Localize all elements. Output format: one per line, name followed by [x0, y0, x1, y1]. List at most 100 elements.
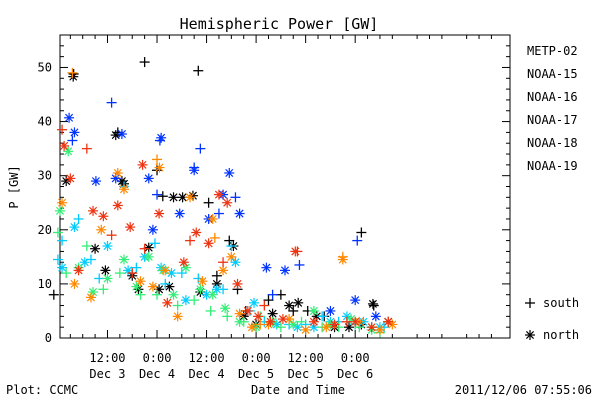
noaa-16-south-point — [317, 311, 328, 322]
noaa-17-south-point — [98, 284, 109, 295]
noaa-18-north-point — [112, 167, 123, 178]
noaa-19-north-point — [191, 227, 202, 238]
noaa-19-south-point — [259, 300, 270, 311]
x-tick-date: Dec 5 — [288, 367, 324, 381]
noaa-19-north-point — [162, 297, 173, 308]
noaa-19-south-point — [57, 124, 68, 135]
y-axis-label: P [GW] — [7, 165, 21, 208]
noaa-16-south-point — [193, 273, 204, 284]
metp-02-north-point — [187, 190, 198, 201]
noaa-16-south-point — [160, 278, 171, 289]
noaa-19-north-point — [59, 140, 70, 151]
noaa-19-north-point — [265, 316, 276, 327]
noaa-18-north-point — [234, 308, 245, 319]
noaa-16-north-point — [230, 257, 241, 268]
noaa-17-south-point — [61, 268, 72, 279]
noaa-15-south-point — [352, 235, 363, 246]
x-tick-time: 0:00 — [341, 351, 370, 365]
x-tick-date: Dec 6 — [337, 367, 373, 381]
noaa-18-south-point — [67, 67, 78, 78]
noaa-16-south-point — [57, 235, 68, 246]
noaa-19-north-point — [350, 316, 361, 327]
noaa-15-south-point — [213, 208, 224, 219]
legend-entry: METP-02 — [527, 44, 578, 58]
legend-south-marker — [525, 298, 535, 308]
noaa-18-south-point — [209, 232, 220, 243]
noaa-17-south-point — [189, 295, 200, 306]
metp-02-north-point — [367, 298, 378, 309]
noaa-19-south-point — [127, 268, 138, 279]
legend-north-marker — [525, 330, 535, 340]
y-tick-label: 0 — [45, 331, 52, 345]
noaa-19-north-point — [383, 316, 394, 327]
noaa-19-north-point — [125, 222, 136, 233]
noaa-15-south-point — [106, 97, 117, 108]
noaa-15-north-point — [234, 208, 245, 219]
noaa-19-south-point — [106, 230, 117, 241]
noaa-19-north-point — [73, 265, 84, 276]
noaa-17-south-point — [333, 322, 344, 333]
noaa-17-north-point — [131, 281, 142, 292]
noaa-17-south-point — [114, 268, 125, 279]
noaa-15-north-point — [325, 305, 336, 316]
noaa-19-north-point — [232, 278, 243, 289]
noaa-17-north-point — [63, 146, 74, 157]
noaa-18-north-point — [96, 224, 107, 235]
noaa-15-south-point — [294, 259, 305, 270]
noaa-19-north-point — [222, 197, 233, 208]
timestamp: 2011/12/06 07:55:06 — [455, 383, 592, 397]
metp-02-south-point — [288, 305, 299, 316]
metp-02-south-point — [356, 227, 367, 238]
noaa-19-north-point — [308, 316, 319, 327]
noaa-19-north-point — [277, 314, 288, 325]
noaa-15-north-point — [143, 173, 154, 184]
noaa-18-north-point — [57, 197, 68, 208]
noaa-15-south-point — [267, 289, 278, 300]
noaa-17-south-point — [152, 289, 163, 300]
noaa-17-north-point — [55, 205, 65, 216]
noaa-18-north-point — [160, 265, 171, 276]
data-points — [48, 57, 398, 338]
legend-marker-label: north — [543, 328, 579, 342]
x-tick-time: 0:00 — [242, 351, 271, 365]
noaa-18-north-point — [337, 254, 348, 265]
noaa-16-north-point — [102, 241, 113, 252]
metp-02-north-point — [293, 297, 304, 308]
noaa-15-south-point — [67, 135, 78, 146]
x-tick-time: 12:00 — [288, 351, 324, 365]
metp-02-north-point — [284, 300, 295, 311]
noaa-15-south-point — [195, 143, 206, 154]
noaa-17-north-point — [195, 284, 206, 295]
noaa-17-south-point — [275, 322, 286, 333]
noaa-15-north-point — [189, 165, 200, 176]
noaa-19-north-point — [154, 208, 165, 219]
noaa-15-south-point — [152, 189, 163, 200]
noaa-19-north-point — [290, 246, 301, 257]
noaa-15-north-point — [156, 132, 167, 143]
noaa-18-north-point — [321, 322, 332, 333]
noaa-18-north-point — [197, 276, 208, 287]
noaa-19-north-point — [112, 200, 123, 211]
metp-02-south-point — [48, 289, 59, 300]
noaa-19-north-point — [213, 189, 224, 200]
noaa-16-south-point — [226, 241, 237, 252]
noaa-18-north-point — [118, 184, 129, 195]
noaa-17-north-point — [220, 303, 231, 314]
noaa-17-north-point — [102, 273, 113, 284]
noaa-17-south-point — [222, 311, 233, 322]
metp-02-north-point — [68, 71, 79, 82]
noaa-18-north-point — [69, 278, 80, 289]
noaa-18-north-point — [147, 281, 158, 292]
legend-entry: NOAA-18 — [527, 136, 578, 150]
noaa-17-north-point — [143, 251, 154, 262]
noaa-18-north-point — [207, 213, 218, 224]
noaa-17-north-point — [234, 316, 245, 327]
x-tick-date: Dec 3 — [89, 367, 125, 381]
noaa-19-south-point — [81, 143, 92, 154]
noaa-18-north-point — [172, 311, 183, 322]
noaa-16-south-point — [52, 254, 63, 265]
noaa-18-north-point — [374, 324, 385, 335]
noaa-16-north-point — [211, 284, 222, 295]
noaa-15-north-point — [90, 176, 101, 187]
